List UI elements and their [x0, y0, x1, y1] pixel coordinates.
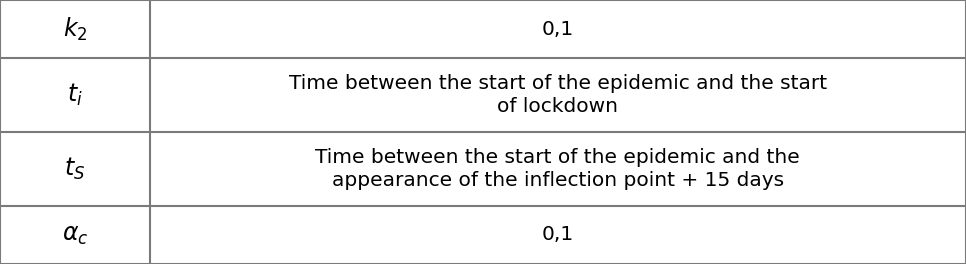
Text: Time between the start of the epidemic and the: Time between the start of the epidemic a… — [316, 148, 800, 167]
Text: $\alpha_c$: $\alpha_c$ — [62, 223, 88, 247]
Text: $t_S$: $t_S$ — [65, 156, 85, 182]
Text: $k_2$: $k_2$ — [63, 15, 87, 43]
Text: 0,1: 0,1 — [542, 225, 574, 244]
Text: appearance of the inflection point + 15 days: appearance of the inflection point + 15 … — [331, 171, 784, 190]
Text: Time between the start of the epidemic and the start: Time between the start of the epidemic a… — [289, 74, 827, 93]
Text: 0,1: 0,1 — [542, 20, 574, 39]
Text: $t_i$: $t_i$ — [67, 82, 83, 108]
Text: of lockdown: of lockdown — [497, 97, 618, 116]
